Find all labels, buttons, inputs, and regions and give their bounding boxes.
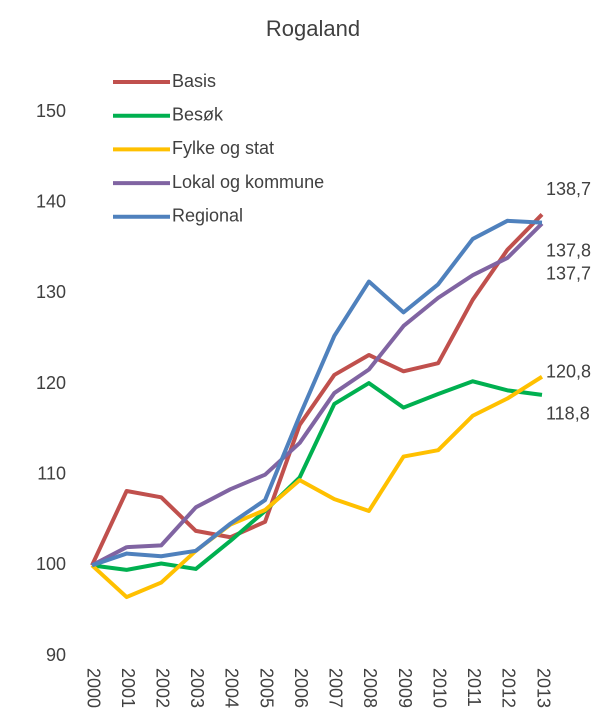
x-tick-label: 2013 — [533, 668, 553, 708]
series-line — [90, 375, 544, 600]
series-line — [91, 379, 543, 572]
y-tick-label: 140 — [36, 191, 66, 211]
x-tick-label: 2002 — [152, 668, 172, 708]
y-tick-label: 130 — [36, 282, 66, 302]
x-tick-label: 2003 — [187, 668, 207, 708]
y-tick-label: 150 — [36, 101, 66, 121]
x-tick-label: 2001 — [118, 668, 138, 708]
chart-title: Rogaland — [266, 16, 360, 41]
legend-label: Basis — [172, 71, 216, 91]
data-label: 137,7 — [546, 263, 591, 283]
x-tick-label: 2006 — [291, 668, 311, 708]
x-tick-label: 2005 — [256, 668, 276, 708]
x-tick-label: 2012 — [499, 668, 519, 708]
y-tick-label: 90 — [46, 645, 66, 665]
data-label: 118,8 — [546, 404, 590, 424]
y-tick-label: 110 — [37, 463, 66, 483]
x-tick-label: 2007 — [326, 668, 346, 708]
x-tick-label: 2008 — [360, 668, 380, 708]
series-line — [91, 218, 543, 568]
legend-label: Regional — [172, 206, 243, 226]
legend-label: Lokal og kommune — [172, 172, 324, 192]
series-line — [90, 213, 544, 567]
x-tick-label: 2004 — [222, 668, 242, 708]
data-label: 120,8 — [546, 361, 591, 381]
x-tick-label: 2000 — [83, 668, 103, 708]
x-tick-label: 2009 — [395, 668, 415, 708]
y-tick-label: 120 — [36, 373, 66, 393]
data-label: 137,8 — [546, 240, 591, 260]
legend-label: Besøk — [172, 104, 224, 124]
x-tick-label: 2010 — [429, 668, 449, 708]
y-tick-label: 100 — [36, 554, 66, 574]
series-line — [91, 222, 544, 568]
x-tick-label: 2011 — [464, 668, 484, 707]
legend-label: Fylke og stat — [172, 138, 274, 158]
data-label: 138,7 — [546, 179, 591, 199]
